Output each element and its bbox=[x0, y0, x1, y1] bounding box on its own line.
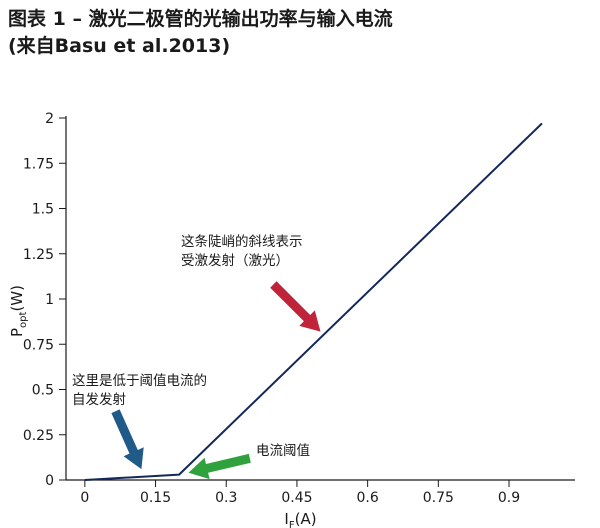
x-tick-label: 0.15 bbox=[140, 490, 171, 506]
y-tick-label: 0.75 bbox=[23, 337, 54, 353]
x-tick-label: 0.3 bbox=[215, 490, 237, 506]
chart-axes bbox=[65, 116, 575, 481]
title-line-1: 图表 1 – 激光二极管的光输出功率与输入电流 bbox=[8, 8, 393, 30]
annotation-text: 自发发射 bbox=[72, 392, 126, 408]
annotation-text: 受激发射（激光） bbox=[181, 253, 289, 269]
chart-ticks: 0 0.25 0.5 0.75 1 1.25 1.5 1.75 2 0 0.15 0.3 0.45 0.6… bbox=[23, 111, 520, 506]
x-tick-label: 0.45 bbox=[281, 490, 312, 506]
annotation-arrow bbox=[111, 409, 144, 470]
y-tick-label: 0 bbox=[45, 473, 54, 489]
y-axis-label: Popt(W) bbox=[8, 285, 29, 337]
annotation-arrow bbox=[270, 281, 321, 332]
chart-title: 图表 1 – 激光二极管的光输出功率与输入电流 (来自Basu et al.20… bbox=[8, 6, 393, 60]
x-axis-label: IF(A) bbox=[284, 510, 316, 528]
y-tick-label: 0.25 bbox=[23, 428, 54, 444]
annotation-arrow bbox=[188, 453, 251, 480]
chart-series bbox=[84, 122, 543, 481]
y-tick-label: 1.5 bbox=[32, 202, 54, 218]
x-tick-label: 0.6 bbox=[356, 490, 378, 506]
annotation-text: 电流阈值 bbox=[256, 443, 310, 459]
annotation: 电流阈值 bbox=[188, 443, 310, 480]
series-line bbox=[84, 122, 543, 481]
title-line-2: (来自Basu et al.2013) bbox=[8, 35, 231, 57]
chart-axis-labels: IF(A) Popt(W) bbox=[8, 285, 317, 528]
x-tick-label: 0.9 bbox=[498, 490, 520, 506]
x-tick-label: 0.75 bbox=[423, 490, 454, 506]
y-tick-label: 0.5 bbox=[32, 383, 54, 399]
annotation-text: 这里是低于阈值电流的 bbox=[72, 372, 207, 389]
annotation-text: 这条陡峭的斜线表示 bbox=[181, 233, 303, 250]
x-tick-label: 0 bbox=[80, 490, 89, 506]
y-tick-label: 1.25 bbox=[23, 247, 54, 263]
y-tick-label: 1 bbox=[45, 292, 54, 308]
y-tick-label: 1.75 bbox=[23, 156, 54, 172]
y-tick-label: 2 bbox=[45, 111, 54, 127]
